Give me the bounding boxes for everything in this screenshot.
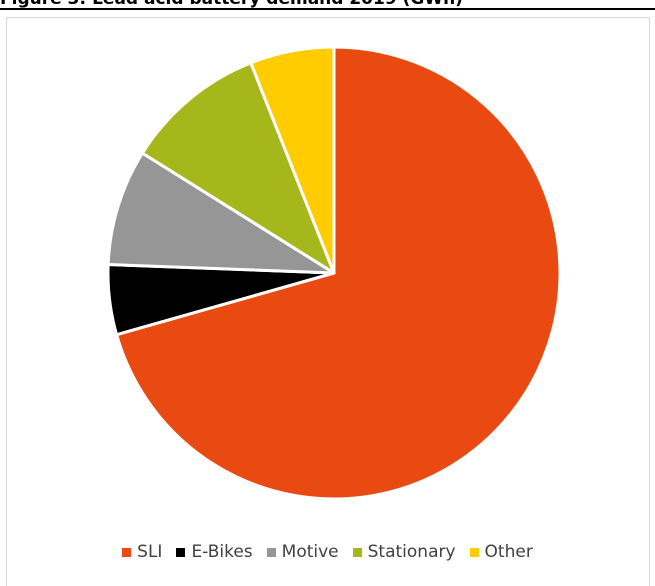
pie-slice-stationary <box>140 61 336 275</box>
pie-slice-sli <box>115 45 562 501</box>
caption-rule <box>0 8 655 10</box>
legend-swatch-sli <box>122 547 132 557</box>
chart-legend: SLI E-Bikes Motive Stationary Other <box>0 538 655 566</box>
legend-entry-stationary: Stationary <box>352 542 456 562</box>
legend-swatch-motive <box>266 547 276 557</box>
legend-label-sli: SLI <box>137 542 163 562</box>
legend-swatch-other <box>469 547 479 557</box>
legend-label-other: Other <box>484 542 533 562</box>
legend-label-motive: Motive <box>281 542 339 562</box>
pie-slice-other <box>249 45 336 275</box>
legend-entry-sli: SLI <box>122 542 162 562</box>
legend-swatch-stationary <box>352 547 362 557</box>
legend-entry-other: Other <box>469 542 533 562</box>
pie-slices <box>106 45 562 501</box>
chart-frame <box>6 17 650 586</box>
legend-swatch-e-bikes <box>176 547 186 557</box>
figure-caption: Figure 3: Lead acid battery demand 2019 … <box>0 0 655 9</box>
legend-label-stationary: Stationary <box>367 542 456 562</box>
legend-entry-motive: Motive <box>266 542 339 562</box>
legend-label-e-bikes: E-Bikes <box>191 542 253 562</box>
pie-slice-motive <box>106 151 336 275</box>
legend-entry-e-bikes: E-Bikes <box>176 542 253 562</box>
